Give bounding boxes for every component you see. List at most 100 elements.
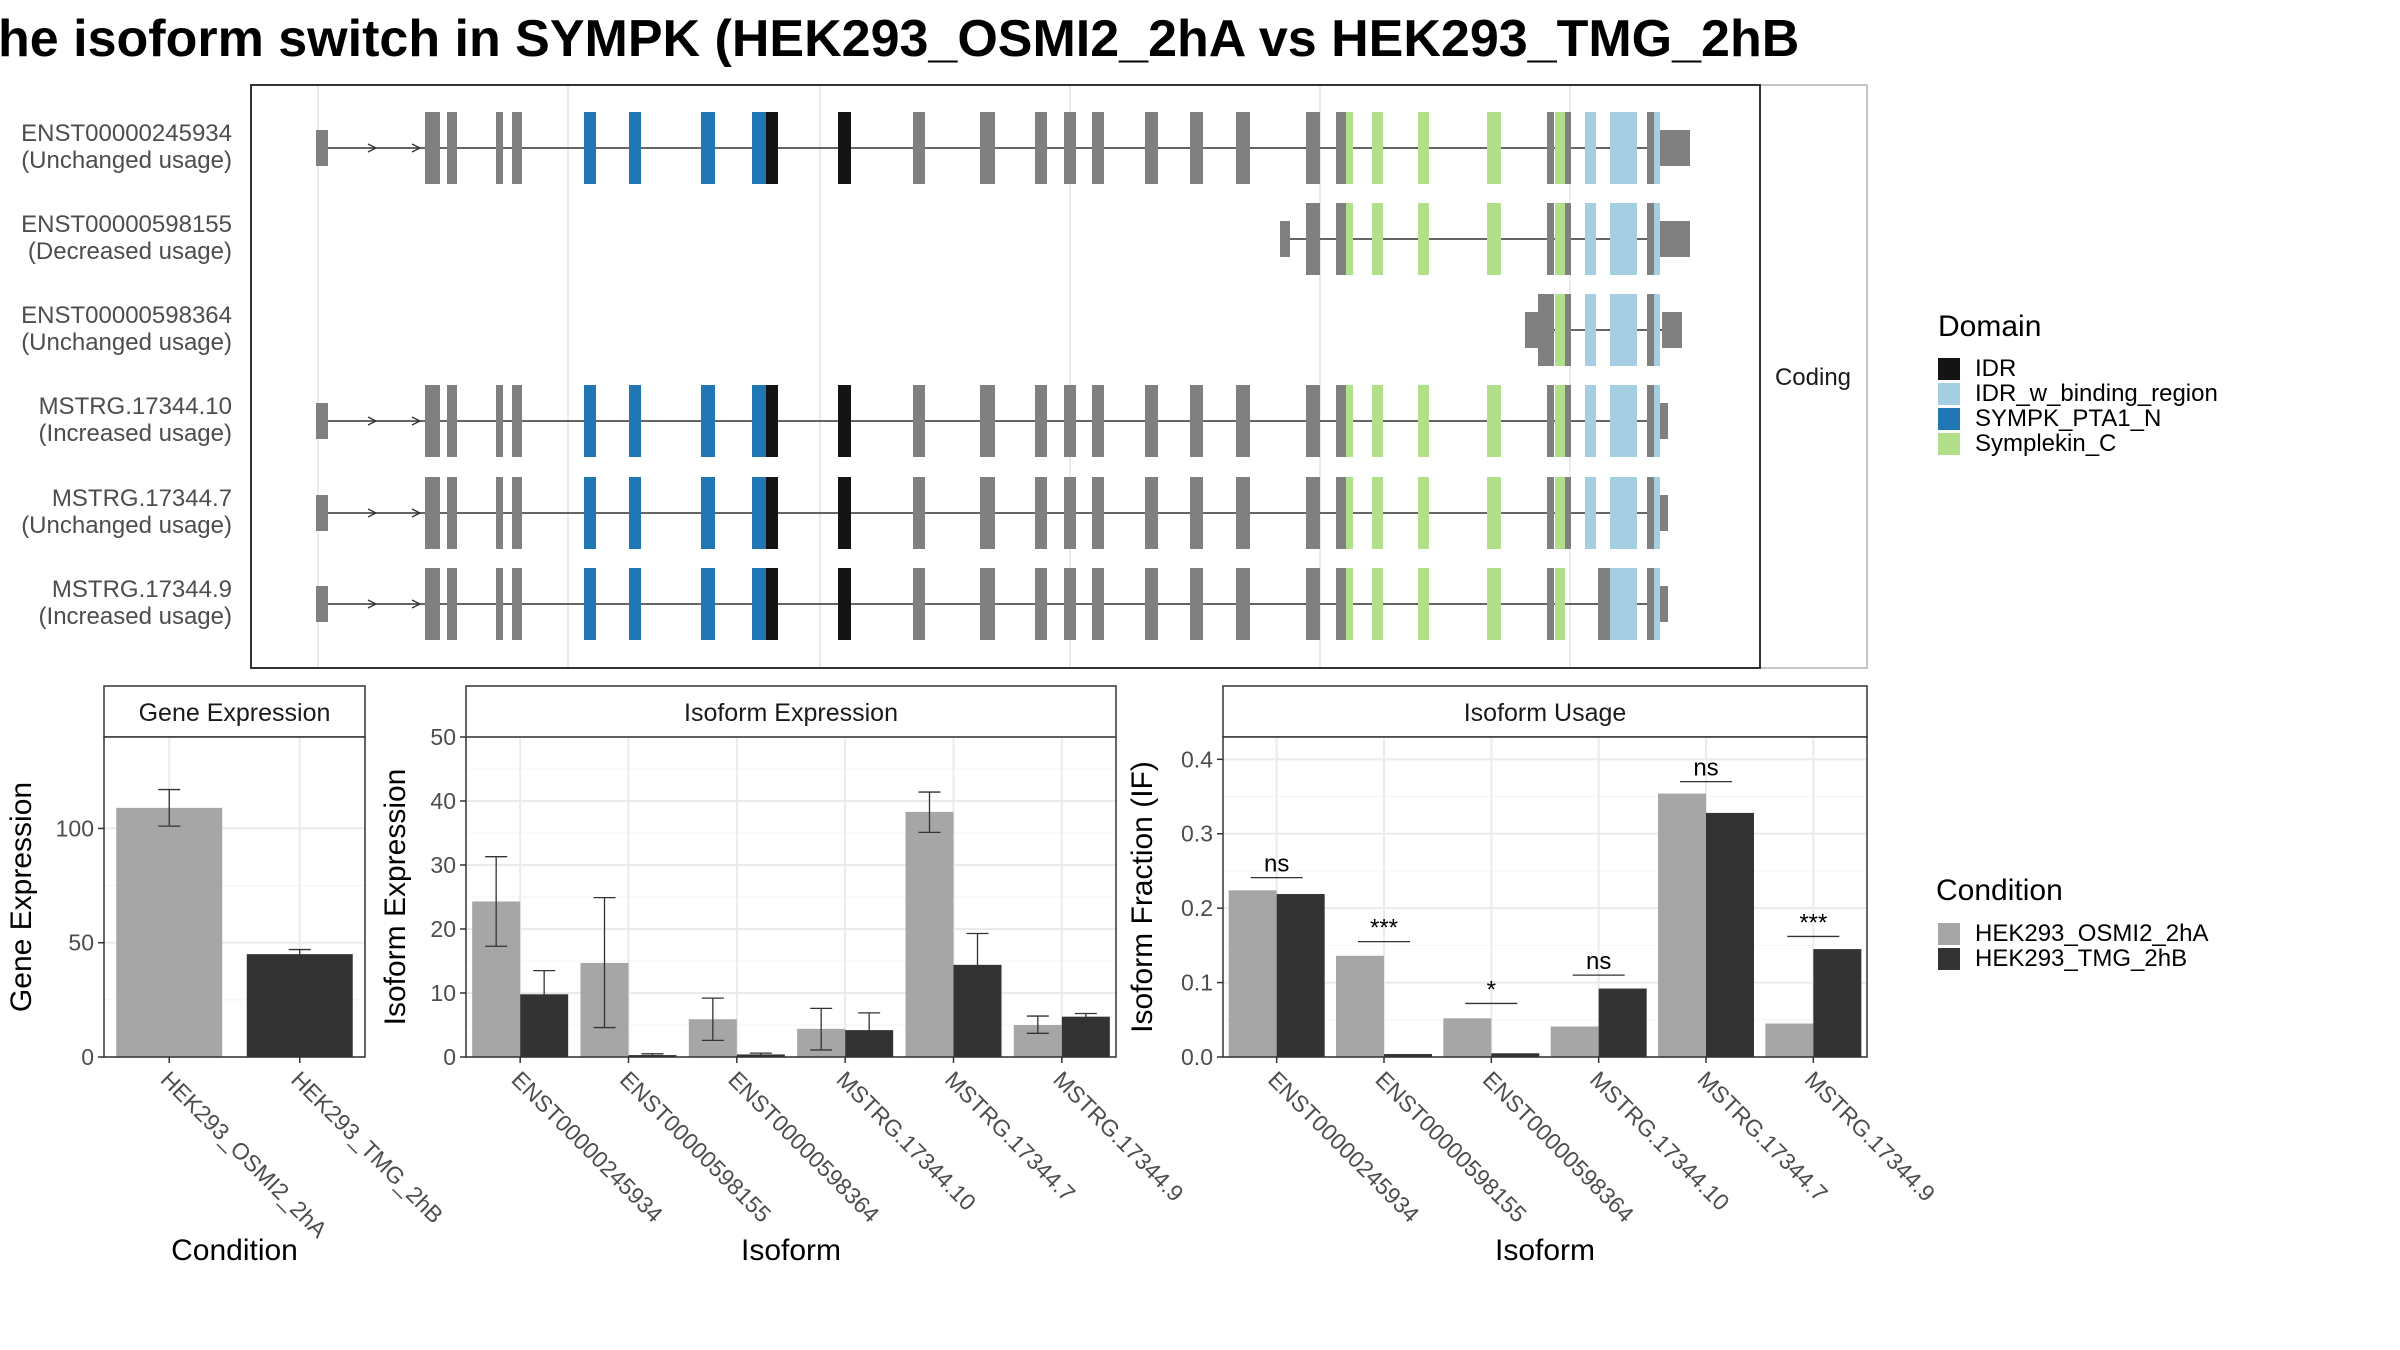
cds-exon xyxy=(1555,112,1565,184)
cds-exon xyxy=(1647,294,1654,366)
cds-exon xyxy=(1145,112,1158,184)
cds-exon xyxy=(1538,294,1547,366)
cds-exon xyxy=(629,568,641,640)
legend-label: Symplekin_C xyxy=(1975,430,2116,457)
cds-exon xyxy=(1654,203,1660,275)
cds-exon xyxy=(1647,112,1654,184)
cds-exon xyxy=(752,385,766,457)
y-axis-title: Isoform Expression xyxy=(379,769,412,1026)
cds-exon xyxy=(1610,112,1637,184)
y-tick-label: 30 xyxy=(430,852,456,878)
cds-exon xyxy=(1555,477,1565,549)
cds-exon xyxy=(1035,112,1047,184)
cds-exon xyxy=(512,385,522,457)
legend-key-Symplekin_C xyxy=(1938,433,1960,455)
panel-border xyxy=(1222,736,1868,1058)
cds-exon xyxy=(629,385,641,457)
panel-border xyxy=(103,736,366,1058)
cds-exon xyxy=(838,568,851,640)
cds-exon xyxy=(701,112,715,184)
utr-exon xyxy=(1662,312,1682,348)
strand-arrow xyxy=(411,599,422,609)
cds-exon xyxy=(1610,385,1637,457)
cds-exon xyxy=(1418,385,1429,457)
utr-exon xyxy=(1660,586,1668,622)
cds-exon xyxy=(1565,112,1571,184)
cds-exon xyxy=(425,385,440,457)
cds-exon xyxy=(425,568,440,640)
cds-exon xyxy=(1190,112,1203,184)
cds-exon xyxy=(1487,385,1501,457)
cds-exon xyxy=(496,568,503,640)
utr-exon xyxy=(1525,312,1538,348)
transcript-id-label: ENST00000598155 xyxy=(21,211,232,238)
domain-legend-title: Domain xyxy=(1938,310,2041,343)
cds-exon xyxy=(496,112,503,184)
x-axis-title: Condition xyxy=(171,1234,298,1267)
cds-exon xyxy=(425,477,440,549)
cds-exon xyxy=(629,477,641,549)
cds-exon xyxy=(1547,568,1554,640)
cds-exon xyxy=(584,112,596,184)
cds-exon xyxy=(1565,385,1571,457)
cds-exon xyxy=(1336,112,1346,184)
significance-label: ns xyxy=(1264,851,1289,878)
cds-exon xyxy=(1236,477,1250,549)
cds-exon xyxy=(1346,203,1353,275)
cds-exon xyxy=(1372,385,1383,457)
cds-exon xyxy=(1647,568,1654,640)
cds-exon xyxy=(584,385,596,457)
cds-exon xyxy=(1654,568,1660,640)
bar xyxy=(1336,955,1384,1057)
cds-exon xyxy=(752,477,766,549)
cds-exon xyxy=(980,385,995,457)
cds-exon xyxy=(1236,112,1250,184)
bar xyxy=(1228,890,1277,1057)
cds-exon xyxy=(1346,477,1353,549)
cds-exon xyxy=(1654,112,1660,184)
cds-exon xyxy=(1306,568,1320,640)
y-tick-label: 0.2 xyxy=(1181,895,1213,921)
cds-exon xyxy=(584,477,596,549)
cds-exon xyxy=(1336,568,1346,640)
cds-exon xyxy=(838,477,851,549)
bar xyxy=(1061,1016,1110,1057)
transcript-usage-label: (Unchanged usage) xyxy=(21,147,232,174)
strand-arrow xyxy=(411,143,422,153)
utr-exon xyxy=(1660,221,1690,257)
transcript-row: MSTRG.17344.7(Unchanged usage) xyxy=(21,477,1668,549)
y-tick-label: 50 xyxy=(68,930,94,956)
legend-label: IDR_w_binding_region xyxy=(1975,380,2218,407)
cds-exon xyxy=(1654,294,1660,366)
cds-exon xyxy=(701,568,715,640)
cds-exon xyxy=(1092,112,1104,184)
facet-label: Coding xyxy=(1775,364,1851,391)
transcript-id-label: MSTRG.17344.7 xyxy=(52,485,232,512)
cds-exon xyxy=(1585,203,1596,275)
cds-exon xyxy=(1145,385,1158,457)
bar xyxy=(905,811,954,1057)
bar xyxy=(1765,1023,1814,1057)
cds-exon xyxy=(1306,385,1320,457)
cds-exon xyxy=(1190,385,1203,457)
isoform-expression-panel: Isoform Expression01020304050ENST0000024… xyxy=(379,685,1189,1267)
legend-key-IDR_w_binding_region xyxy=(1938,383,1960,405)
cds-exon xyxy=(1092,385,1104,457)
significance-label: * xyxy=(1487,976,1496,1003)
significance-label: *** xyxy=(1799,909,1827,936)
strand-arrow xyxy=(367,416,378,426)
cds-exon xyxy=(1654,385,1660,457)
y-axis-title: Isoform Fraction (IF) xyxy=(1126,761,1159,1033)
cds-exon xyxy=(1064,477,1076,549)
cds-exon xyxy=(913,112,925,184)
cds-exon xyxy=(1418,568,1429,640)
strand-arrow xyxy=(367,508,378,518)
transcript-row: ENST00000598364(Unchanged usage) xyxy=(21,294,1682,366)
significance-label: *** xyxy=(1370,915,1398,942)
y-tick-label: 40 xyxy=(430,788,456,814)
bar xyxy=(1706,812,1754,1057)
cds-exon xyxy=(512,477,522,549)
panel-strip-title: Gene Expression xyxy=(139,699,331,727)
y-tick-label: 0 xyxy=(443,1044,456,1070)
